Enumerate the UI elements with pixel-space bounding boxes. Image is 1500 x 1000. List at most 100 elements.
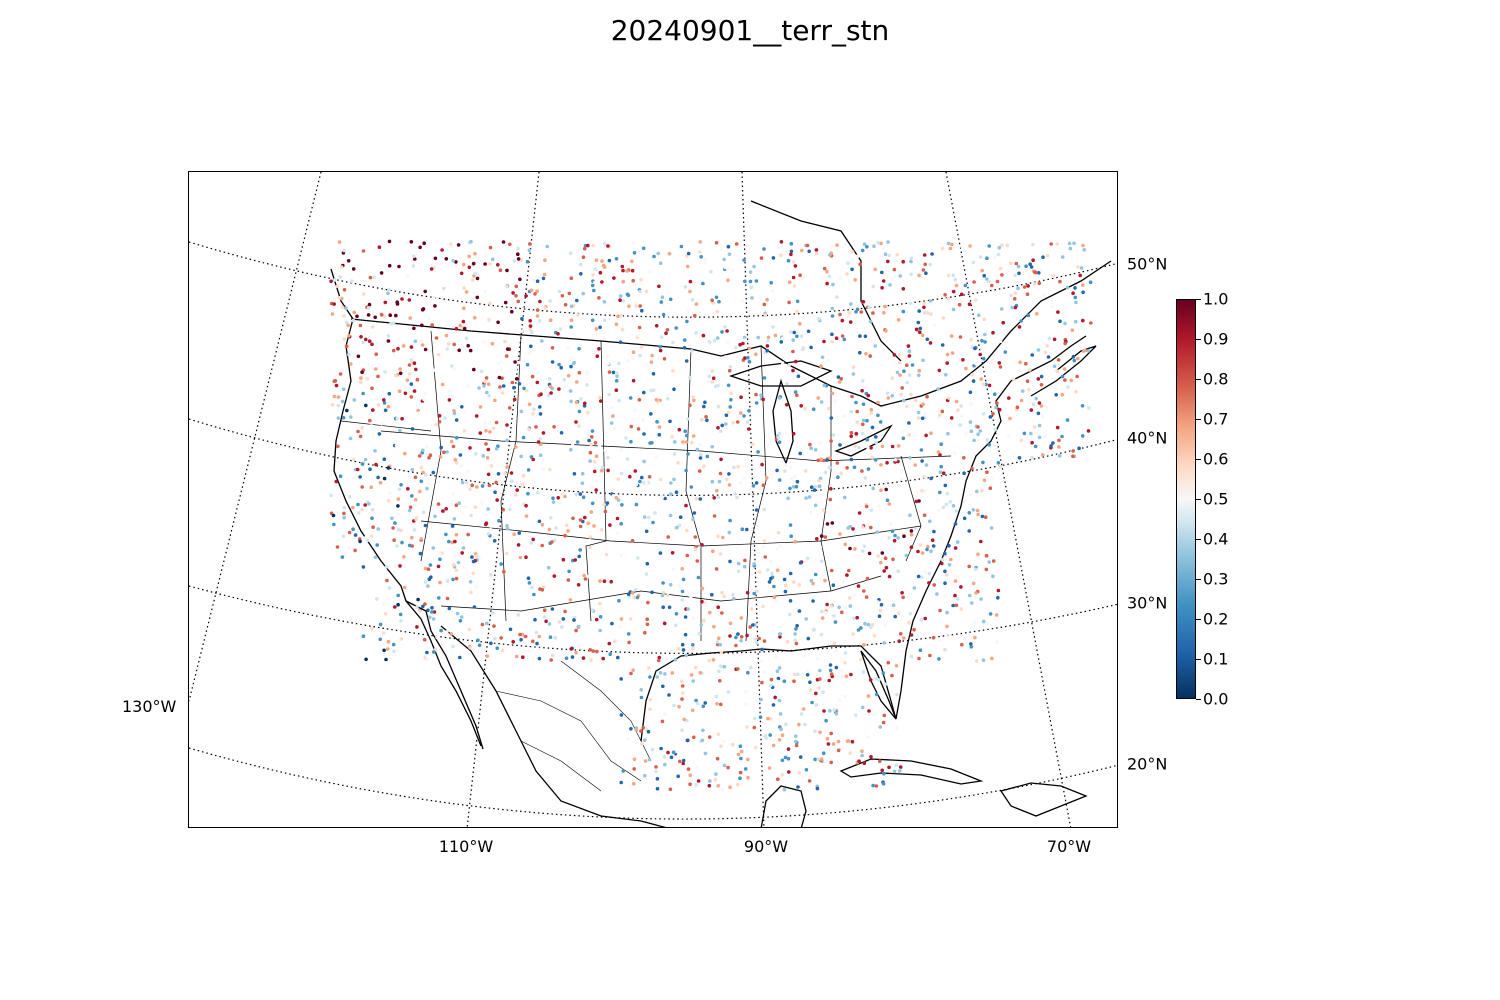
station-dot [420, 343, 425, 347]
station-dot [1024, 361, 1028, 366]
station-dot [405, 378, 410, 383]
station-dot [927, 581, 931, 585]
station-dot [968, 493, 973, 497]
station-dot [1007, 433, 1011, 438]
station-dot [336, 403, 341, 408]
station-dot [786, 258, 791, 263]
station-dot [671, 567, 676, 572]
station-dot [421, 510, 426, 515]
station-dot [851, 527, 855, 531]
station-dot [974, 298, 978, 302]
station-dot [887, 765, 891, 770]
station-dot [872, 244, 876, 248]
station-dot [712, 338, 717, 343]
station-dot [541, 585, 546, 589]
station-dot [843, 414, 847, 418]
station-dot [892, 267, 897, 272]
station-dot [890, 673, 894, 678]
station-dot [898, 769, 902, 773]
station-dot [683, 615, 688, 619]
station-dot [456, 243, 461, 247]
station-dot [710, 380, 714, 384]
station-dot [884, 487, 888, 492]
station-dot [418, 551, 423, 556]
station-dot [351, 318, 356, 323]
station-dot [943, 581, 947, 585]
station-dot [891, 557, 895, 562]
station-dot [686, 251, 691, 256]
station-dot [734, 242, 739, 246]
station-dot [545, 244, 549, 249]
station-dot [368, 275, 373, 280]
station-dot [922, 513, 927, 517]
station-dot [573, 558, 577, 562]
station-dot [769, 559, 773, 564]
station-dot [693, 535, 698, 539]
station-dot [830, 314, 835, 318]
station-dot [341, 534, 346, 538]
station-dot [497, 518, 501, 523]
station-dot [987, 383, 992, 388]
station-dot [821, 751, 826, 755]
station-dot [1029, 265, 1034, 269]
station-dot [524, 294, 528, 298]
station-dot [818, 677, 822, 681]
station-dot [987, 244, 991, 248]
station-dot [749, 665, 753, 670]
station-dot [861, 422, 865, 427]
station-dot [862, 242, 867, 246]
station-dot [886, 259, 890, 264]
station-dot [919, 448, 924, 452]
station-dot [607, 258, 612, 263]
station-dot [719, 457, 723, 462]
station-dot [818, 730, 822, 735]
station-dot [798, 451, 802, 456]
station-dot [659, 335, 664, 339]
station-dot [648, 675, 652, 679]
station-dot [655, 777, 660, 781]
station-dot [739, 639, 743, 643]
station-dot [866, 445, 870, 450]
station-dot [779, 240, 784, 244]
station-dot [853, 278, 857, 282]
station-dot [525, 388, 529, 393]
station-dot [1008, 261, 1013, 266]
station-dot [739, 635, 744, 639]
station-dot [896, 611, 901, 616]
station-dot [812, 488, 817, 492]
station-dot [396, 504, 400, 508]
station-dot [454, 418, 459, 422]
station-dot [780, 758, 785, 763]
station-dot [813, 448, 818, 452]
station-dot [712, 496, 716, 500]
station-dot [629, 439, 633, 444]
station-dot [819, 400, 824, 404]
station-dot [803, 558, 808, 563]
station-dot [838, 312, 842, 317]
station-dot [855, 420, 859, 424]
station-dot [710, 298, 714, 303]
station-dot [1088, 280, 1093, 285]
station-dot [877, 504, 881, 508]
station-dot [805, 556, 810, 561]
station-dot [822, 709, 826, 713]
station-dot [374, 367, 378, 371]
station-dot [710, 479, 715, 484]
station-dot [918, 330, 922, 335]
station-dot [761, 544, 766, 549]
station-dot [940, 561, 944, 566]
station-dot [535, 380, 540, 385]
station-dot [450, 524, 455, 528]
station-dot [831, 742, 836, 746]
station-dot [479, 369, 484, 374]
station-dot [987, 279, 991, 284]
station-dot [606, 361, 610, 366]
station-dot [586, 521, 590, 526]
station-dot [946, 273, 951, 278]
station-dot [828, 497, 833, 502]
station-dot [849, 672, 853, 677]
station-dot [777, 666, 782, 670]
station-dot [700, 543, 704, 547]
station-dot [492, 624, 496, 628]
station-dot [396, 602, 400, 607]
